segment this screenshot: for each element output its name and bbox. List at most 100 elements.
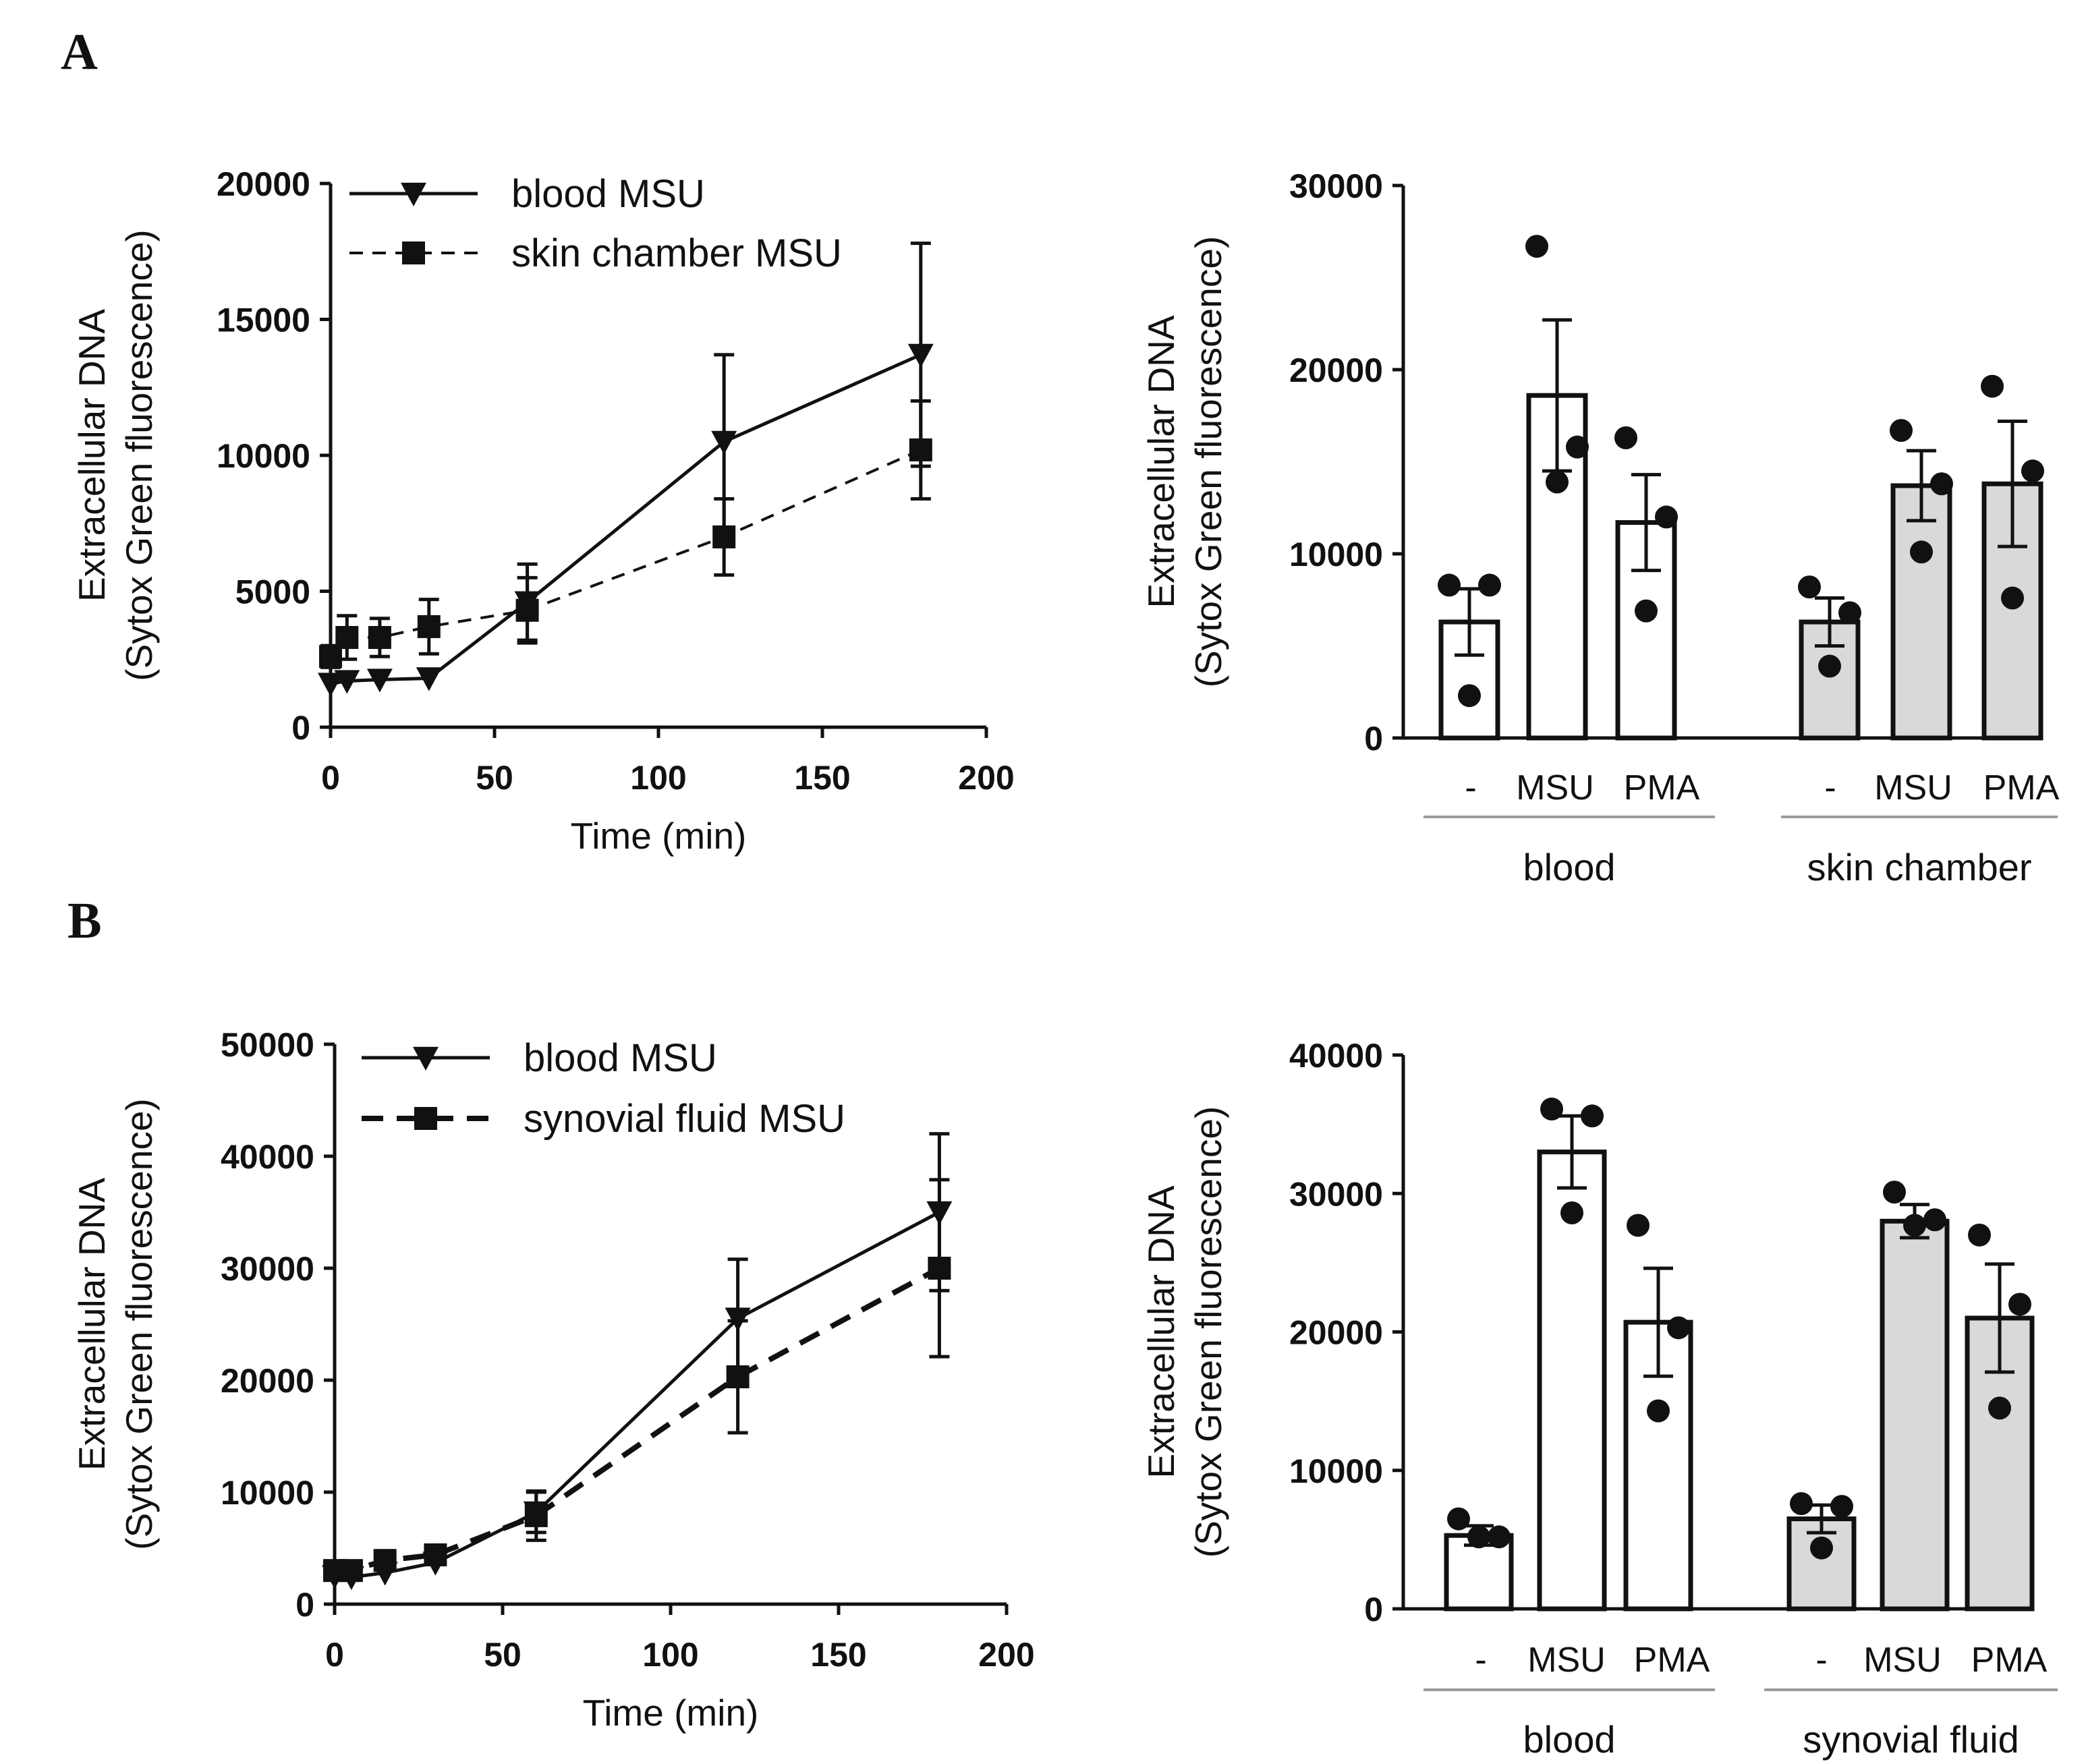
chart3-y-tick-label: 30000 (1289, 1175, 1383, 1213)
chart3-category-label: - (1815, 1641, 1827, 1680)
chart0-point-triangle (907, 343, 934, 368)
chart2-y-axis-label-line1: Extracellular DNA (71, 1178, 113, 1471)
chart3-data-point (1883, 1180, 1906, 1204)
chart0-point-square (515, 598, 539, 622)
chart3-y-tick-label: 0 (1364, 1591, 1383, 1628)
chart0-y-tick-label: 5000 (235, 573, 310, 611)
chart1-y-tick-label: 30000 (1289, 167, 1383, 205)
chart0-y-tick-label: 0 (291, 709, 310, 747)
chart1-category-label: PMA (1983, 768, 2060, 807)
chart1-data-point (1458, 684, 1481, 708)
chart3-data-point (1627, 1214, 1650, 1237)
chart3-y-tick-label: 40000 (1289, 1037, 1383, 1075)
chart0-legend-label-1: blood MSU (511, 172, 705, 216)
chart0-point-triangle (416, 667, 442, 691)
chart3-data-point (1790, 1492, 1813, 1516)
chart1-category-label: - (1465, 768, 1476, 807)
chart2-y-tick-label: 40000 (221, 1138, 314, 1176)
chart0-point-triangle (318, 673, 343, 697)
chart2-point-square (726, 1365, 750, 1389)
chart1-data-point (2021, 459, 2044, 483)
chart2-y-axis-label-line2: (Sytox Green fluorescence) (118, 1098, 160, 1549)
chart2-y-tick-label: 30000 (221, 1250, 314, 1288)
chart2-legend-marker-1 (413, 1046, 439, 1071)
chart2-x-tick-label: 0 (325, 1636, 344, 1674)
chart1-bar (1890, 483, 1952, 741)
chart0-x-tick-label: 50 (476, 759, 513, 797)
chart3-category-label: - (1475, 1641, 1486, 1680)
chart0-x-tick-label: 0 (321, 759, 340, 797)
chart2-y-tick-label: 20000 (221, 1362, 314, 1400)
chart3-data-point (1903, 1214, 1926, 1237)
chart0-x-tick-label: 150 (794, 759, 850, 797)
chart3-group-label: blood (1523, 1718, 1615, 1761)
chart0-legend-marker-1 (401, 182, 426, 206)
chart1-data-point (1525, 235, 1548, 258)
chart0-point-square (417, 615, 441, 638)
chart1-data-point (1655, 505, 1678, 529)
chart0-y-tick-label: 15000 (217, 302, 310, 339)
chart1-data-point (1614, 426, 1637, 450)
panel-label-a: A (61, 24, 98, 80)
chart1-category-label: MSU (1874, 768, 1952, 807)
chart0-y-tick-label: 10000 (217, 437, 310, 475)
chart0-y-axis-label-line1: Extracellular DNA (71, 309, 113, 602)
chart0-x-tick-label: 200 (958, 759, 1014, 797)
chart0-y-tick-label: 20000 (217, 165, 310, 203)
chart1-group-label: blood (1523, 846, 1615, 888)
chart2-legend-label-1: blood MSU (524, 1036, 717, 1080)
chart1-data-point (1478, 573, 1501, 597)
chart3-data-point (1667, 1316, 1690, 1340)
chart0-y-axis-label: Extracellular DNA (Sytox Green fluorescen… (71, 229, 160, 681)
chart1-y-tick-label: 0 (1364, 720, 1383, 758)
chart2-x-tick-label: 150 (810, 1636, 866, 1674)
chart1-data-point (2001, 586, 2024, 610)
chart1-data-point (1798, 575, 1821, 599)
chart3-bar (1537, 1149, 1607, 1612)
chart3-y-tick-label: 20000 (1289, 1314, 1383, 1352)
chart2-point-square (424, 1543, 447, 1566)
chart2-x-tick-label: 200 (978, 1636, 1034, 1674)
chart2-y-axis-label: Extracellular DNA (Sytox Green fluorescen… (71, 1098, 160, 1549)
chart1-data-point (1981, 374, 2004, 398)
chart0-legend-marker-2 (402, 241, 425, 264)
chart3-bar (1880, 1218, 1950, 1612)
chart2-legend-marker-2 (414, 1107, 437, 1130)
chart3-data-point (1647, 1399, 1670, 1423)
panel-label-b: B (67, 892, 102, 949)
chart1-data-point (1818, 654, 1841, 678)
chart1-group-label: skin chamber (1807, 846, 2031, 888)
chart1-data-point (1838, 601, 1861, 625)
chart2-y-tick-label: 50000 (221, 1026, 314, 1064)
chart1-data-point (1910, 540, 1933, 564)
chart0-point-triangle (366, 668, 393, 693)
chart1-y-tick-label: 20000 (1289, 351, 1383, 389)
chart3-data-point (1968, 1223, 1991, 1247)
chart2-point-square (373, 1549, 397, 1572)
chart0-y-axis-label-line2: (Sytox Green fluorescence) (118, 229, 160, 681)
chart3-data-point (1810, 1536, 1833, 1560)
chart2-x-axis-label: Time (min) (583, 1692, 759, 1734)
chart1-y-axis-label-line2: (Sytox Green fluorescence) (1187, 236, 1229, 687)
chart0-x-tick-label: 100 (630, 759, 686, 797)
chart0-point-square (368, 626, 391, 650)
chart3-group-label: synovial fluid (1803, 1718, 2019, 1761)
chart2-series-line-2 (335, 1265, 941, 1574)
chart1-category-label: MSU (1516, 768, 1594, 807)
chart3-category-label: PMA (1971, 1641, 2048, 1680)
chart2-x-tick-label: 50 (484, 1636, 522, 1674)
chart1-data-point (1566, 435, 1589, 459)
chart2-point-square (339, 1559, 363, 1583)
chart2-x-tick-label: 100 (642, 1636, 698, 1674)
chart3-data-point (1923, 1208, 1946, 1232)
chart1-category-label: - (1824, 768, 1836, 807)
chart1-category-label: PMA (1624, 768, 1700, 807)
chart0-point-triangle (711, 430, 737, 455)
chart2-series-line-1 (334, 1210, 940, 1579)
chart3-category-label: MSU (1527, 1641, 1606, 1680)
chart3-data-point (1447, 1507, 1470, 1531)
chart3-y-axis-label: Extracellular DNA (Sytox Green fluorescen… (1140, 1106, 1229, 1558)
chart1-data-point (1438, 573, 1461, 597)
